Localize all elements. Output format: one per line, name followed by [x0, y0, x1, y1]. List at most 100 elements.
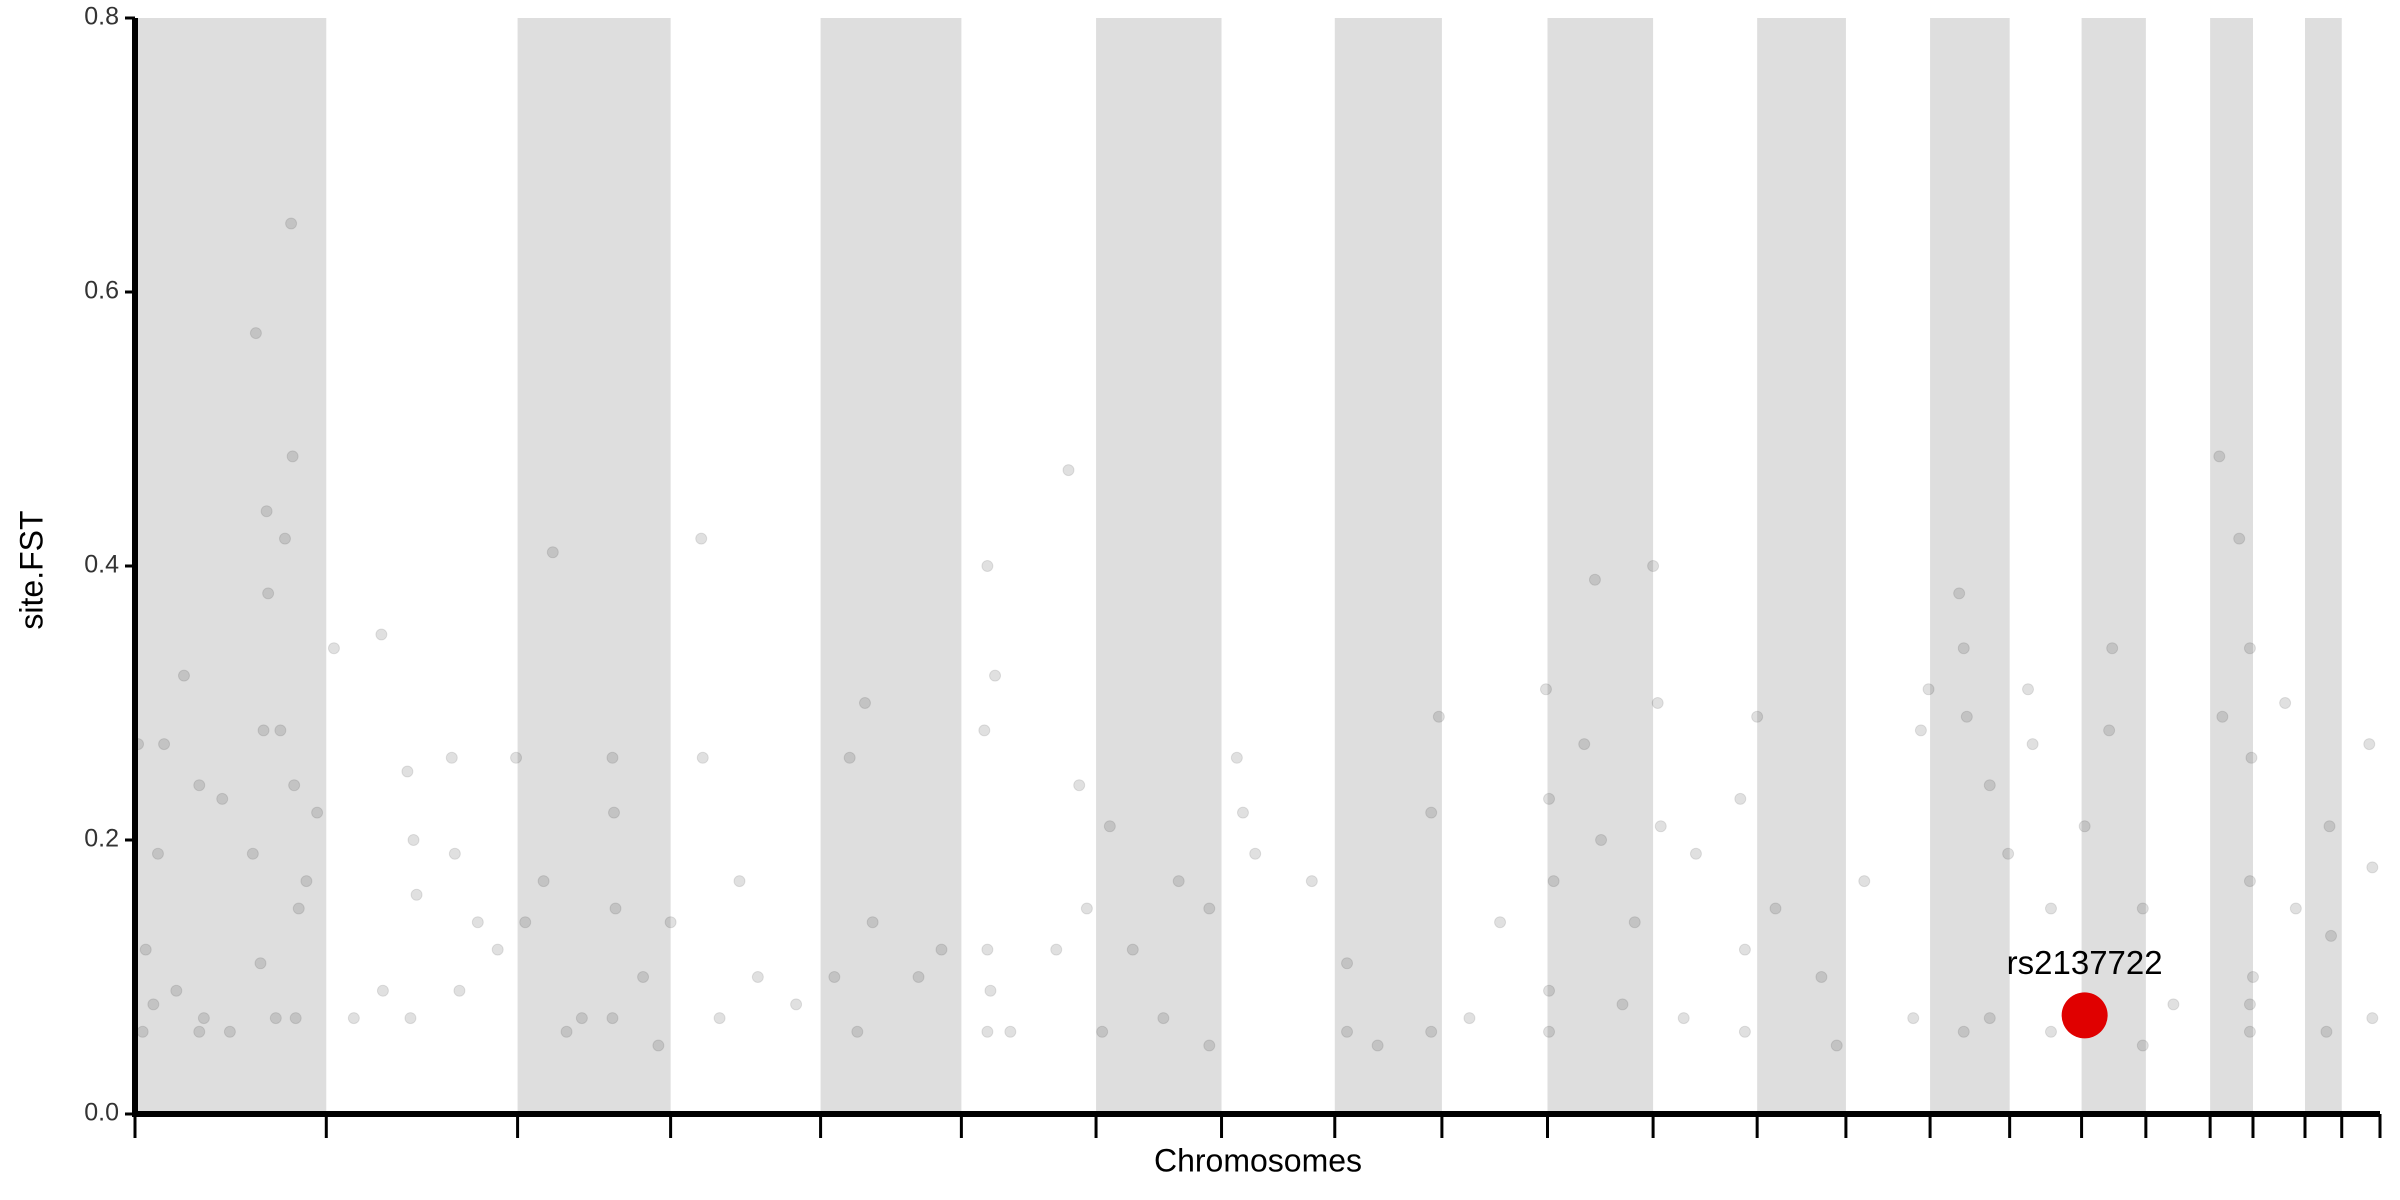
data-point — [1858, 875, 1871, 888]
data-point — [790, 998, 803, 1011]
data-point — [2246, 971, 2259, 983]
data-point — [2136, 902, 2149, 915]
band-layer — [135, 18, 2342, 1114]
data-point — [1543, 792, 1556, 805]
data-point — [2078, 820, 2091, 833]
data-point — [1751, 710, 1764, 723]
data-point — [2044, 902, 2057, 915]
data-point — [851, 1025, 864, 1038]
data-point — [197, 1012, 210, 1025]
data-point — [935, 943, 948, 956]
data-point — [311, 806, 324, 819]
data-point — [1769, 902, 1782, 915]
data-point — [158, 738, 171, 751]
data-point — [376, 984, 389, 997]
data-point — [652, 1039, 665, 1052]
y-tick-label: 0.6 — [84, 277, 119, 305]
data-point — [1957, 1025, 1970, 1038]
data-point — [375, 628, 388, 641]
data-point — [713, 1012, 726, 1025]
data-point — [260, 505, 273, 518]
data-point — [1628, 916, 1641, 929]
data-point — [1595, 834, 1608, 846]
data-point — [2044, 1025, 2057, 1038]
data-point — [193, 779, 206, 792]
data-point — [637, 971, 650, 983]
data-point — [978, 724, 991, 737]
data-point — [2366, 861, 2379, 874]
data-point — [288, 779, 301, 792]
data-point — [2136, 1039, 2149, 1052]
data-point — [2323, 820, 2336, 833]
data-point — [1815, 971, 1828, 983]
data-point — [912, 971, 925, 983]
data-point — [2366, 1012, 2379, 1025]
data-point — [139, 943, 152, 956]
data-point — [1616, 998, 1629, 1011]
data-point — [1371, 1039, 1384, 1052]
data-point — [1157, 1012, 1170, 1025]
data-point — [733, 875, 746, 888]
data-point — [1230, 751, 1243, 764]
data-point — [1738, 1025, 1751, 1038]
data-point — [453, 984, 466, 997]
data-point — [2002, 847, 2015, 860]
data-point — [1914, 724, 1927, 737]
data-point — [410, 888, 423, 901]
data-point — [1547, 875, 1560, 888]
data-point — [510, 751, 523, 764]
data-point — [1907, 1012, 1920, 1025]
data-point — [2243, 1025, 2256, 1038]
data-point — [607, 806, 620, 819]
data-point — [404, 1012, 417, 1025]
highlight-label: rs2137722 — [2007, 944, 2163, 981]
data-point — [1677, 1012, 1690, 1025]
data-point — [866, 916, 879, 929]
data-point — [300, 875, 313, 888]
data-point — [1651, 697, 1664, 709]
y-tick-label: 0.4 — [84, 551, 119, 579]
data-point — [223, 1025, 236, 1038]
data-point — [407, 834, 420, 846]
data-point — [984, 984, 997, 997]
data-point — [1543, 1025, 1556, 1038]
data-point — [1203, 1039, 1216, 1052]
data-point — [606, 751, 619, 764]
chromosome-band — [2305, 18, 2342, 1114]
data-point — [2233, 532, 2246, 545]
data-point — [1103, 820, 1116, 833]
data-point — [1425, 1025, 1438, 1038]
data-point — [1249, 847, 1262, 860]
data-point — [2320, 1025, 2333, 1038]
data-point — [2243, 998, 2256, 1011]
data-point — [289, 1012, 302, 1025]
data-point — [249, 327, 262, 340]
chromosome-band — [135, 18, 327, 1114]
data-point — [1543, 984, 1556, 997]
data-point — [151, 847, 164, 860]
data-point — [2243, 875, 2256, 888]
highlight-point — [2061, 992, 2108, 1039]
data-point — [519, 916, 532, 929]
data-point — [751, 971, 764, 983]
data-point — [1062, 464, 1075, 477]
data-point — [193, 1025, 206, 1038]
chromosome-band — [1096, 18, 1222, 1114]
data-point — [1578, 738, 1591, 751]
data-point — [828, 971, 841, 983]
data-point — [2363, 738, 2376, 751]
data-point — [575, 1012, 588, 1025]
data-point — [1953, 587, 1966, 600]
data-point — [695, 532, 708, 545]
data-point — [257, 724, 270, 737]
data-point — [2213, 450, 2226, 463]
data-point — [274, 724, 287, 737]
data-point — [292, 902, 305, 915]
data-point — [246, 847, 259, 860]
data-point — [1463, 1012, 1476, 1025]
data-point — [1957, 642, 1970, 655]
data-point — [2022, 683, 2035, 696]
data-point — [471, 916, 484, 929]
